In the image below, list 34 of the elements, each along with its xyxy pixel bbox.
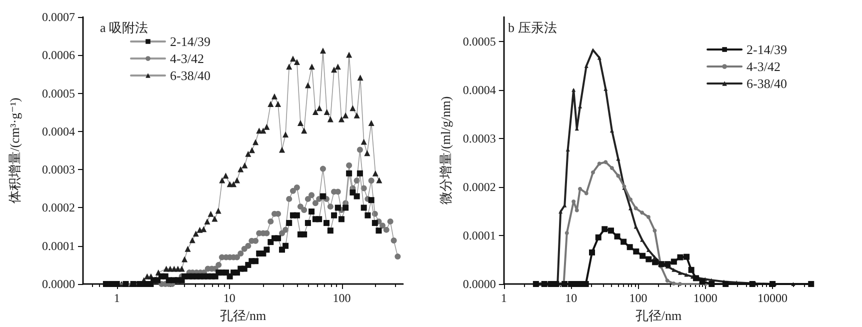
x-tick-label: 10 (565, 291, 578, 305)
legend-label: 2-14/39 (170, 34, 210, 49)
y-tick-label: 0.0006 (42, 48, 75, 62)
y-tick-label: 0.0004 (42, 124, 75, 138)
y-axis-title: 体积增量/(cm³·g⁻¹) (7, 98, 22, 204)
legend-label: 6-38/40 (746, 76, 788, 91)
y-axis-title: 微分增量/(ml/g/nm) (438, 96, 453, 205)
x-tick-label: 100 (332, 291, 351, 305)
y-tick-label: 0.0005 (462, 34, 496, 48)
x-axis-title: 孔径/nm (635, 308, 682, 323)
legend-label: 4-3/42 (170, 51, 204, 66)
chart-title: b 压汞法 (508, 20, 557, 35)
x-tick-label: 1 (500, 291, 507, 305)
x-axis-title: 孔径/nm (220, 308, 266, 323)
x-tick-label: 10000 (758, 291, 788, 305)
x-tick-label: 1000 (693, 291, 718, 305)
x-tick-label: 10 (223, 291, 236, 305)
y-tick-label: 0.0004 (462, 82, 496, 97)
legend-label: 6-38/40 (170, 68, 210, 83)
x-tick-label: 100 (629, 291, 648, 305)
legend-label: 4-3/42 (746, 59, 781, 74)
y-tick-label: 0.0005 (42, 86, 75, 100)
y-tick-label: 0.0003 (42, 162, 75, 177)
y-tick-label: 0.0002 (462, 180, 496, 194)
y-tick-label: 0.0001 (42, 238, 75, 253)
chart-title: a 吸附法 (100, 20, 148, 35)
y-tick-label: 0.0001 (462, 228, 496, 242)
x-tick-label: 1 (114, 291, 120, 305)
y-tick-label: 0.0002 (42, 200, 75, 215)
y-tick-label: 0.0003 (462, 131, 496, 146)
legend-label: 2-14/39 (746, 42, 788, 57)
y-tick-label: 0.0000 (462, 277, 496, 291)
y-tick-label: 0.0007 (42, 10, 75, 24)
y-tick-label: 0.0000 (42, 277, 75, 291)
